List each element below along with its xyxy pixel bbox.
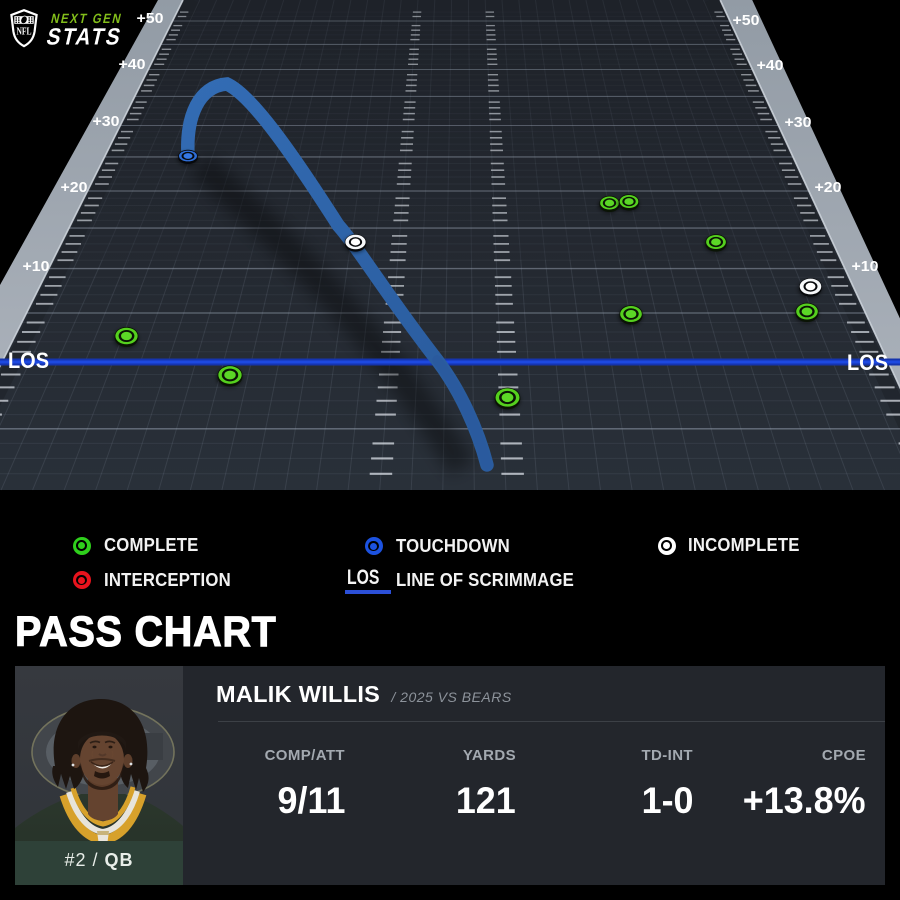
svg-text:STATS: STATS bbox=[44, 24, 125, 51]
svg-text:LOS: LOS bbox=[8, 348, 49, 373]
svg-text:+10: +10 bbox=[23, 258, 50, 275]
svg-text:+20: +20 bbox=[815, 179, 842, 196]
svg-text:+10: +10 bbox=[852, 258, 879, 275]
svg-text:NFL: NFL bbox=[17, 26, 32, 38]
svg-text:+50: +50 bbox=[733, 12, 760, 29]
svg-text:NEXT GEN: NEXT GEN bbox=[50, 11, 124, 26]
svg-text:+50: +50 bbox=[137, 10, 164, 27]
svg-text:LOS: LOS bbox=[847, 350, 888, 375]
svg-text:+30: +30 bbox=[785, 114, 812, 131]
svg-text:+30: +30 bbox=[93, 113, 120, 130]
svg-text:+20: +20 bbox=[61, 179, 88, 196]
svg-text:+40: +40 bbox=[119, 56, 146, 73]
svg-text:+40: +40 bbox=[757, 57, 784, 74]
